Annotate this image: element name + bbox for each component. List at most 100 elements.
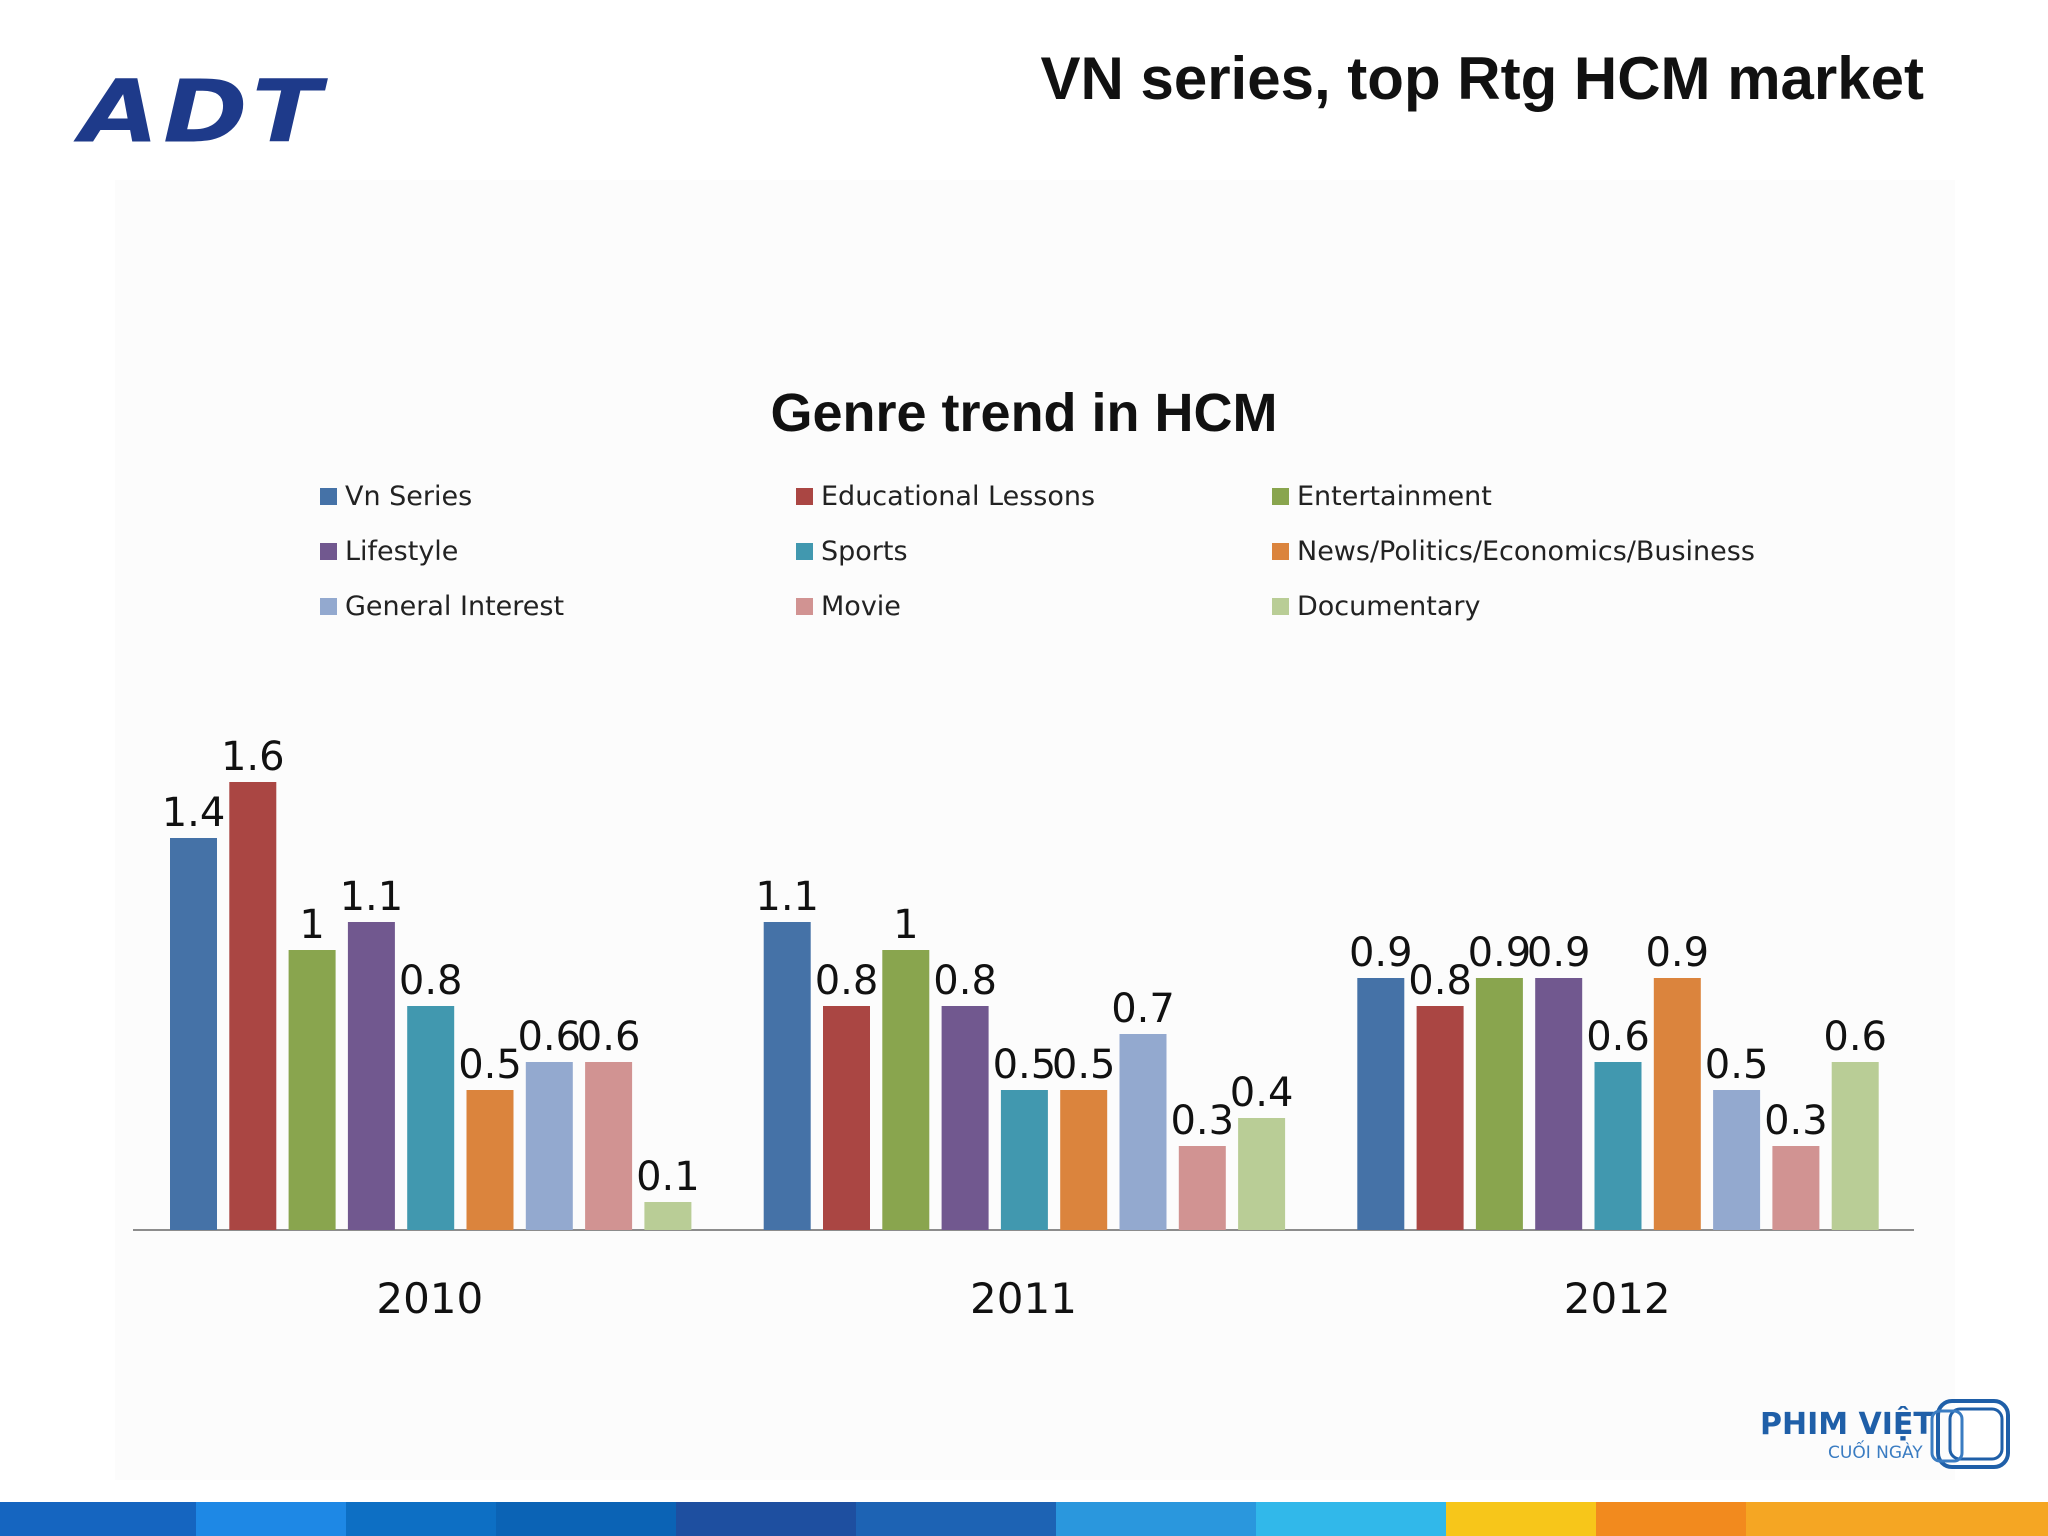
bar [1594, 1062, 1642, 1230]
bar [585, 1062, 633, 1230]
bar [1178, 1146, 1226, 1230]
tv-icon [1930, 1399, 2010, 1469]
bar [644, 1202, 692, 1230]
legend-label: Lifestyle [345, 536, 459, 567]
legend-swatch [1272, 598, 1289, 615]
legend-item: Sports [796, 533, 1272, 570]
x-tick-label: 2011 [970, 1274, 1077, 1323]
bar [288, 950, 336, 1230]
data-label: 1.1 [340, 874, 404, 920]
bar [1713, 1090, 1761, 1230]
footer-strip-segment [196, 1502, 346, 1536]
legend-label: Documentary [1297, 591, 1481, 622]
footer-strip-segment [676, 1502, 856, 1536]
bar [1119, 1034, 1167, 1230]
bar [525, 1062, 573, 1230]
data-label: 0.8 [399, 958, 463, 1004]
legend-swatch [796, 488, 813, 505]
brand-name: PHIM VIỆT [1760, 1407, 1934, 1442]
data-label: 0.8 [815, 958, 879, 1004]
bar [229, 782, 277, 1230]
footer-strip-segment [496, 1502, 676, 1536]
legend-item: Lifestyle [320, 533, 796, 570]
data-label: 1.6 [221, 734, 285, 780]
data-label: 0.3 [1170, 1098, 1234, 1144]
bar [1357, 978, 1405, 1230]
bar [1535, 978, 1583, 1230]
legend-swatch [796, 598, 813, 615]
data-label: 0.8 [1408, 958, 1472, 1004]
legend-item: Entertainment [1272, 478, 1770, 515]
legend-label: Vn Series [345, 481, 473, 512]
legend-item: News/Politics/Economics/Business [1272, 533, 1770, 570]
data-label: 0.7 [1111, 986, 1175, 1032]
bar [823, 1006, 870, 1230]
data-label: 0.9 [1527, 930, 1591, 976]
data-label: 0.5 [993, 1042, 1057, 1088]
chart-legend: Vn Series Educational Lessons Entertainmen… [320, 478, 1770, 625]
data-label: 1.4 [162, 790, 226, 836]
brand-subtitle: CUỐI NGÀY [1828, 1443, 1923, 1463]
bar [1831, 1062, 1879, 1230]
legend-label: Movie [821, 591, 901, 622]
data-label: 0.9 [1468, 930, 1532, 976]
legend-label: General Interest [345, 591, 565, 622]
bar [882, 950, 930, 1230]
footer-strip-segment [856, 1502, 1056, 1536]
footer-strip-segment [1056, 1502, 1256, 1536]
data-label: 0.5 [458, 1042, 522, 1088]
footer-strip-segment [1746, 1502, 2048, 1536]
legend-swatch [320, 598, 337, 615]
data-label: 0.6 [1823, 1014, 1887, 1060]
bar [1000, 1090, 1048, 1230]
bar [1653, 978, 1701, 1230]
data-label: 0.6 [517, 1014, 581, 1060]
data-label: 1.1 [755, 874, 819, 920]
bar [941, 1006, 989, 1230]
bar [1238, 1118, 1286, 1230]
footer-strip-segment [1596, 1502, 1746, 1536]
x-tick-label: 2010 [376, 1274, 483, 1323]
legend-item: Movie [796, 588, 1272, 625]
data-label: 0.6 [1586, 1014, 1650, 1060]
data-label: 1 [299, 902, 324, 948]
data-label: 0.4 [1230, 1070, 1294, 1116]
bar [407, 1006, 455, 1230]
bar [1060, 1090, 1108, 1230]
bar [1475, 978, 1523, 1230]
bar [1416, 1006, 1464, 1230]
chart-background [115, 180, 1955, 1480]
legend-swatch [1272, 543, 1289, 560]
legend-swatch [1272, 488, 1289, 505]
footer-strip-segment [1446, 1502, 1596, 1536]
data-label: 0.9 [1349, 930, 1413, 976]
legend-item: Educational Lessons [796, 478, 1272, 515]
legend-swatch [796, 543, 813, 560]
phim-viet-logo: PHIM VIỆT CUỐI NGÀY [1760, 1395, 2020, 1475]
data-label: 1 [893, 902, 918, 948]
bar [170, 838, 217, 1230]
data-label: 0.8 [933, 958, 997, 1004]
data-label: 0.9 [1645, 930, 1709, 976]
legend-swatch [320, 543, 337, 560]
legend-swatch [320, 488, 337, 505]
data-label: 0.3 [1764, 1098, 1828, 1144]
data-label: 0.5 [1052, 1042, 1116, 1088]
data-label: 0.5 [1705, 1042, 1769, 1088]
legend-label: Sports [821, 536, 908, 567]
adt-logo: ADT [80, 61, 326, 163]
bar [763, 922, 811, 1230]
legend-item: General Interest [320, 588, 796, 625]
data-label: 0.6 [577, 1014, 641, 1060]
legend-item: Documentary [1272, 588, 1770, 625]
x-tick-label: 2012 [1564, 1274, 1671, 1323]
legend-label: Entertainment [1297, 481, 1492, 512]
bar [466, 1090, 514, 1230]
data-label: 0.1 [636, 1154, 700, 1200]
footer-color-strip [0, 1502, 2048, 1536]
footer-strip-segment [1256, 1502, 1446, 1536]
legend-item: Vn Series [320, 478, 796, 515]
legend-label: News/Politics/Economics/Business [1297, 536, 1755, 567]
